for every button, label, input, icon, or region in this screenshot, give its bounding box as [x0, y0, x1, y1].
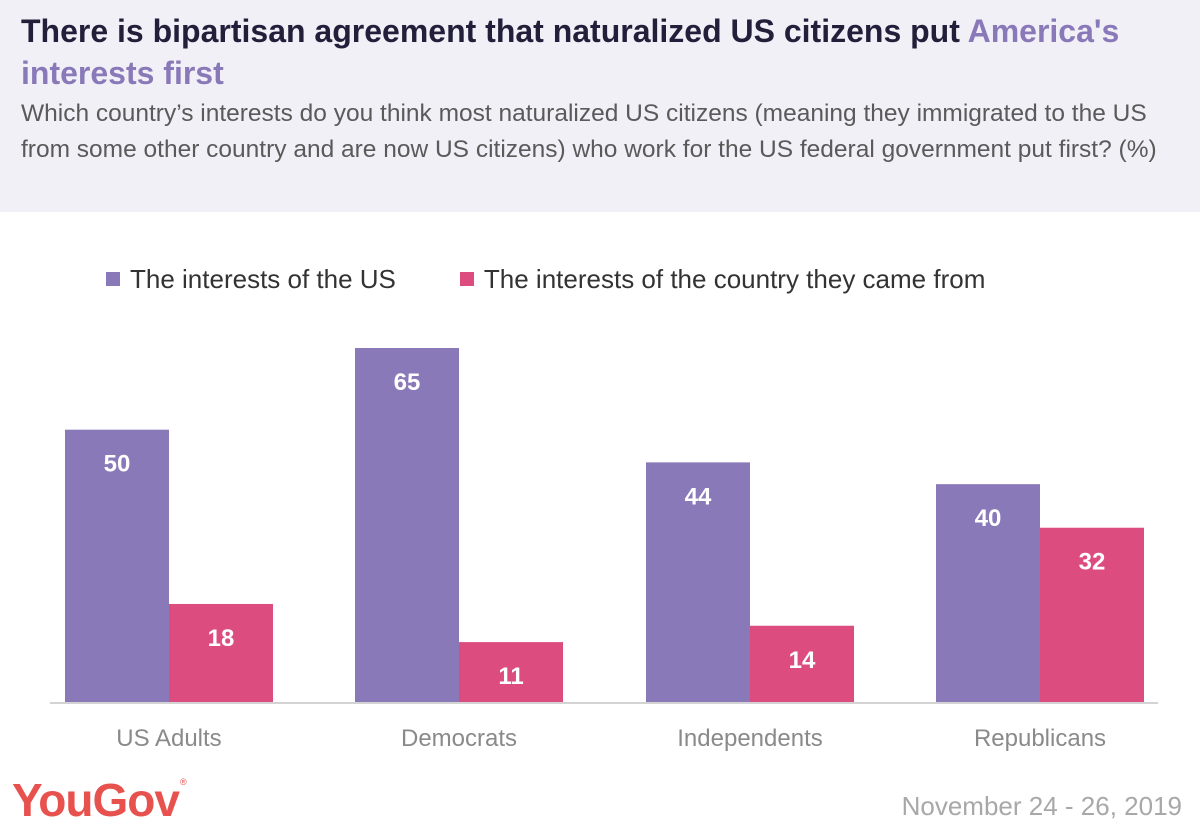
data-label: 50 [104, 451, 131, 478]
chart-title: There is bipartisan agreement that natur… [21, 10, 1181, 94]
survey-date: November 24 - 26, 2019 [901, 791, 1182, 821]
title-main: There is bipartisan agreement that natur… [21, 13, 968, 49]
data-label: 40 [975, 505, 1002, 532]
bar-republicans-series-2 [1040, 527, 1144, 702]
legend-item-origin: The interests of the country they came f… [459, 263, 986, 295]
data-label: 11 [498, 663, 523, 690]
data-label: 18 [208, 625, 235, 652]
legend-label-us: The interests of the US [130, 263, 396, 294]
yougov-logo: YouGov® [12, 773, 187, 827]
x-tick-label: Independents [677, 725, 822, 752]
x-tick-label: US Adults [116, 725, 221, 752]
data-label: 32 [1079, 549, 1106, 576]
logo-text: YouGov [12, 774, 180, 826]
data-label: 14 [789, 647, 816, 674]
chart-subtitle: Which country’s interests do you think m… [21, 100, 1157, 163]
bar-democrats-series-2 [459, 642, 563, 702]
header-band: There is bipartisan agreement that natur… [0, 0, 1200, 212]
x-tick-label: Republicans [974, 725, 1106, 752]
legend-item-us: The interests of the US [106, 264, 396, 295]
legend-swatch-origin [459, 272, 474, 286]
bar-republicans-series-1 [936, 484, 1040, 702]
x-tick-label: Democrats [401, 725, 517, 752]
bar-democrats-series-1 [355, 348, 459, 702]
bar-independents-series-1 [646, 462, 750, 702]
data-label: 44 [685, 483, 712, 510]
legend-label-origin: The interests of the country they came f… [483, 263, 986, 294]
bar-chart: 50 18 US Adults 65 11 Democrats 44 14 Independen… [50, 348, 1158, 752]
bar-independents-series-2 [750, 625, 854, 702]
bar-us-adults-series-2 [169, 603, 273, 702]
bar-us-adults-series-1 [65, 429, 169, 702]
title-accent: America's interests first [21, 13, 1120, 91]
legend: The interests of the US The interests of… [106, 261, 1049, 297]
legend-swatch-us [106, 272, 120, 286]
data-label: 65 [394, 369, 421, 396]
logo-mark: ® [179, 777, 187, 787]
